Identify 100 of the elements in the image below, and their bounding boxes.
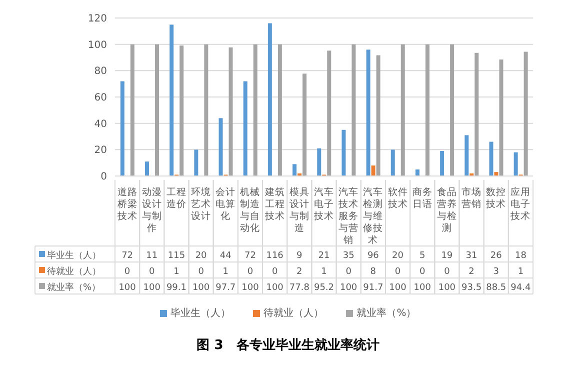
data-label: 18 bbox=[514, 251, 527, 261]
data-label: 116 bbox=[266, 251, 284, 261]
y-tick-label: 20 bbox=[94, 145, 107, 156]
bar bbox=[317, 148, 322, 176]
bar bbox=[352, 44, 356, 176]
data-label: 95.2 bbox=[314, 283, 334, 293]
x-tick-label: 市场营销 bbox=[462, 186, 482, 210]
x-tick-label: 应用电子技术 bbox=[510, 186, 531, 222]
y-tick-label: 80 bbox=[94, 66, 107, 78]
data-label: 0 bbox=[394, 267, 401, 277]
bar bbox=[180, 46, 184, 176]
bar bbox=[278, 44, 282, 176]
bar bbox=[474, 52, 479, 176]
data-label: 100 bbox=[118, 283, 136, 293]
x-tick-label: 建筑工程技术 bbox=[264, 186, 285, 222]
bar bbox=[450, 44, 454, 176]
data-label: 8 bbox=[370, 267, 376, 277]
bar bbox=[489, 142, 494, 176]
bar bbox=[499, 59, 504, 176]
data-label: 21 bbox=[318, 251, 330, 261]
data-label: 26 bbox=[490, 251, 502, 261]
data-label: 77.8 bbox=[289, 283, 310, 293]
data-label: 11 bbox=[146, 251, 158, 261]
bar bbox=[243, 81, 248, 176]
bar bbox=[120, 81, 124, 176]
data-label: 2 bbox=[468, 267, 474, 277]
bar bbox=[228, 47, 233, 176]
bar bbox=[524, 52, 528, 176]
data-label: 100 bbox=[192, 283, 210, 293]
data-label: 0 bbox=[419, 267, 426, 277]
data-label: 1 bbox=[321, 267, 327, 277]
text: 就业率（%） bbox=[356, 308, 416, 319]
legend-label: 毕业生（人） bbox=[47, 250, 101, 261]
data-label: 3 bbox=[493, 267, 499, 277]
data-label: 1 bbox=[174, 267, 180, 277]
bar bbox=[371, 165, 376, 176]
y-tick-label: 0 bbox=[100, 172, 107, 183]
bar bbox=[253, 44, 258, 176]
x-tick-label: 动漫设计与制作 bbox=[142, 186, 162, 234]
data-label: 35 bbox=[342, 251, 354, 261]
data-label: 100 bbox=[340, 283, 358, 293]
bar bbox=[194, 150, 198, 176]
legend-label: 就业率（%） bbox=[47, 282, 101, 293]
bar bbox=[145, 162, 149, 176]
y-tick-label: 120 bbox=[88, 14, 107, 25]
bar bbox=[440, 150, 444, 176]
x-tick-label: 汽车检测与维修技术 bbox=[363, 186, 384, 246]
data-label: 72 bbox=[122, 251, 134, 261]
x-tick-label: 机械制造与自动化 bbox=[240, 186, 260, 234]
data-label: 0 bbox=[444, 267, 450, 277]
data-label: 100 bbox=[143, 283, 161, 293]
bar bbox=[327, 50, 332, 176]
x-tick-label: 会计电算化 bbox=[216, 186, 236, 222]
x-tick-label: 食品营养与检测 bbox=[436, 186, 457, 234]
bar bbox=[366, 50, 370, 176]
data-label: 1 bbox=[518, 267, 524, 277]
x-tick-label: 模具设计与制造 bbox=[289, 186, 310, 234]
data-label: 97.7 bbox=[216, 283, 236, 293]
bar bbox=[204, 44, 208, 176]
bar bbox=[464, 135, 469, 176]
data-label: 91.7 bbox=[363, 283, 384, 293]
data-label: 93.5 bbox=[462, 283, 482, 293]
bar bbox=[130, 44, 134, 176]
data-label: 100 bbox=[266, 283, 284, 293]
data-label: 99.1 bbox=[166, 283, 186, 293]
data-label: 0 bbox=[198, 267, 204, 277]
text: 毕业生（人） bbox=[170, 308, 231, 319]
data-label: 19 bbox=[441, 251, 453, 261]
x-tick-label: 数控技术 bbox=[485, 186, 506, 210]
bar bbox=[390, 150, 395, 176]
text: 待就业（人） bbox=[264, 308, 324, 319]
data-label: 20 bbox=[195, 251, 208, 261]
x-tick-label: 工程造价 bbox=[166, 187, 186, 210]
data-label: 2 bbox=[296, 267, 302, 277]
x-tick-label: 环境艺术设计 bbox=[191, 186, 212, 222]
data-label: 115 bbox=[168, 251, 186, 261]
data-label: 0 bbox=[149, 267, 156, 277]
data-label: 9 bbox=[296, 251, 303, 261]
data-label: 100 bbox=[389, 283, 407, 293]
bar bbox=[376, 55, 380, 176]
y-tick-label: 40 bbox=[94, 118, 107, 130]
data-label: 94.4 bbox=[510, 283, 531, 293]
bar bbox=[268, 23, 272, 176]
data-label: 44 bbox=[220, 251, 232, 261]
x-tick-label: 商务日语 bbox=[412, 186, 432, 210]
x-tick-label: 道路桥梁技术 bbox=[116, 186, 138, 222]
bar bbox=[170, 24, 174, 176]
y-tick-label: 60 bbox=[94, 92, 107, 104]
data-label: 31 bbox=[466, 251, 478, 261]
data-label: 20 bbox=[392, 251, 404, 261]
data-label: 0 bbox=[272, 267, 278, 277]
legend-label: 待就业（人） bbox=[47, 266, 101, 277]
x-tick-label: 汽车电子技术 bbox=[313, 186, 334, 222]
bar bbox=[415, 169, 420, 176]
data-label: 0 bbox=[346, 267, 352, 277]
bar bbox=[302, 74, 307, 176]
bar bbox=[400, 44, 405, 176]
data-label: 0 bbox=[247, 267, 254, 277]
data-label: 100 bbox=[414, 283, 432, 293]
bar bbox=[514, 152, 518, 176]
